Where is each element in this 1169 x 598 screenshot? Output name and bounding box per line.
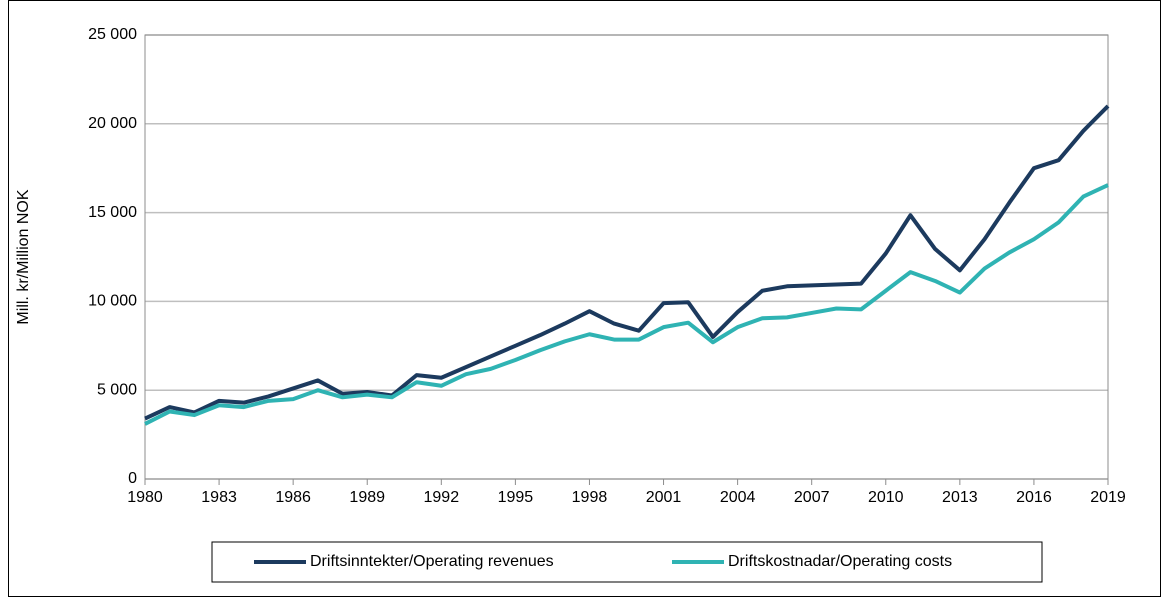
x-tick-label: 2007 (794, 489, 830, 506)
x-tick-label: 2010 (868, 489, 904, 506)
x-tick-label: 1980 (127, 489, 163, 506)
series-line (144, 104, 1110, 421)
x-tick-label: 1989 (349, 489, 385, 506)
x-tick-label: 2013 (942, 489, 978, 506)
y-tick-label: 25 000 (88, 26, 137, 43)
series-line (144, 183, 1109, 426)
legend-label: Driftskostnadar/Operating costs (728, 553, 952, 570)
x-tick-label: 1983 (201, 489, 237, 506)
x-tick-label: 2019 (1090, 489, 1126, 506)
y-tick-label: 20 000 (88, 115, 137, 132)
legend-label: Driftsinntekter/Operating revenues (310, 553, 554, 570)
x-tick-label: 2016 (1016, 489, 1052, 506)
x-tick-label: 1998 (572, 489, 608, 506)
x-tick-label: 2004 (720, 489, 756, 506)
x-tick-label: 1992 (424, 489, 460, 506)
x-tick-label: 2001 (646, 489, 682, 506)
frame (8, 0, 1161, 597)
x-tick-label: 1986 (275, 489, 311, 506)
y-tick-label: 5 000 (97, 381, 137, 398)
legend-box (211, 541, 1043, 583)
y-axis-label: Mill. kr/Million NOK (15, 189, 32, 324)
y-tick-label: 0 (128, 470, 137, 487)
x-tick-label: 1995 (498, 489, 534, 506)
y-tick-label: 15 000 (88, 204, 137, 221)
y-tick-label: 10 000 (88, 293, 137, 310)
